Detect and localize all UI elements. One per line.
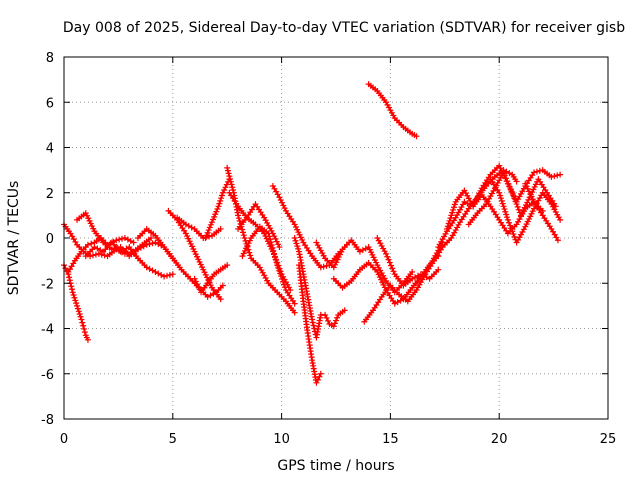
grid — [64, 57, 608, 419]
x-tick-label: 0 — [60, 432, 68, 447]
series-arc-02 — [61, 221, 155, 260]
series-markers — [487, 176, 564, 246]
series-markers — [239, 223, 298, 307]
data-series — [61, 81, 564, 386]
y-axis-label: SDTVAR / TECUs — [6, 181, 22, 296]
series-markers — [296, 262, 324, 386]
series-markers — [465, 169, 559, 228]
series-markers — [522, 180, 561, 244]
series-arc-26 — [465, 169, 559, 228]
y-tick-label: -8 — [41, 413, 54, 428]
series-arc-09 — [191, 262, 231, 296]
x-tick-label: 15 — [382, 432, 399, 447]
y-tick-label: 4 — [46, 142, 54, 157]
series-markers — [235, 201, 283, 251]
y-tick-label: 0 — [46, 232, 54, 247]
y-tick-label: 2 — [46, 187, 54, 202]
series-arc-28 — [522, 180, 561, 244]
series-trace — [226, 166, 296, 314]
y-tick-label: 6 — [46, 96, 54, 111]
series-markers — [374, 235, 442, 289]
series-markers — [61, 262, 91, 343]
series-arc-14 — [239, 223, 298, 307]
series-arc-01 — [61, 262, 91, 343]
series-markers — [191, 262, 231, 296]
series-arc-13 — [235, 201, 283, 251]
y-tick-label: 8 — [46, 51, 54, 66]
x-axis-label: GPS time / hours — [277, 458, 394, 474]
series-trace — [271, 184, 348, 269]
series-arc-10 — [202, 176, 233, 241]
axis-ticks: 0 5 10 15 20 25 -8 -6 -4 -2 0 2 4 6 8 — [41, 51, 616, 447]
series-markers — [82, 239, 176, 280]
series-arc-06 — [134, 225, 226, 300]
chart-title: Day 008 of 2025, Sidereal Day-to-day VTE… — [63, 20, 625, 36]
series-arc-27 — [487, 176, 564, 246]
series-arc-05 — [82, 239, 176, 280]
series-arc-16 — [291, 235, 348, 341]
x-tick-label: 5 — [169, 432, 177, 447]
y-tick-label: -4 — [41, 323, 54, 338]
x-tick-label: 10 — [273, 432, 290, 447]
y-tick-label: -2 — [41, 277, 54, 292]
series-markers — [61, 221, 155, 260]
x-tick-label: 20 — [491, 432, 508, 447]
series-arc-21 — [365, 81, 420, 140]
series-markers — [291, 235, 348, 341]
series-markers — [365, 81, 420, 140]
series-arc-17 — [296, 262, 324, 386]
series-markers — [202, 176, 233, 241]
series-arc-22 — [374, 235, 442, 289]
y-tick-label: -6 — [41, 368, 54, 383]
x-tick-label: 25 — [600, 432, 617, 447]
